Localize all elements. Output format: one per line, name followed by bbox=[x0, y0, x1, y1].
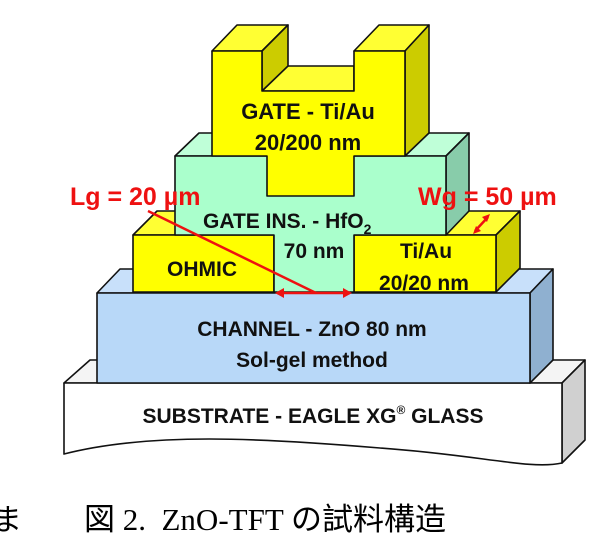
gate-insulator-thickness: 70 nm bbox=[284, 240, 345, 263]
ohmic-thickness: 20/20 nm bbox=[379, 272, 469, 295]
ohmic-label: OHMIC bbox=[167, 258, 237, 281]
gate-insulator-label: GATE INS. - HfO2 bbox=[203, 210, 372, 237]
gate-label: GATE - Ti/Au bbox=[241, 99, 375, 124]
caption-fragment: ま bbox=[0, 504, 22, 537]
figure-caption: 図 2. ZnO-TFT の試料構造 bbox=[84, 502, 446, 537]
channel-method: Sol-gel method bbox=[236, 349, 388, 372]
gate-width-label: Wg = 50 µm bbox=[418, 183, 557, 211]
channel-label: CHANNEL - ZnO 80 nm bbox=[197, 318, 426, 341]
substrate-label: SUBSTRATE - EAGLE XG® GLASS bbox=[143, 403, 484, 428]
gate-electrode bbox=[211, 24, 430, 197]
gate-thickness: 20/200 nm bbox=[255, 130, 361, 155]
gate-length-label: Lg = 20 µm bbox=[70, 183, 200, 211]
gate-width-arrow bbox=[473, 214, 490, 234]
ohmic-metal-label: Ti/Au bbox=[400, 240, 452, 263]
gate-length-annotation bbox=[147, 209, 352, 298]
